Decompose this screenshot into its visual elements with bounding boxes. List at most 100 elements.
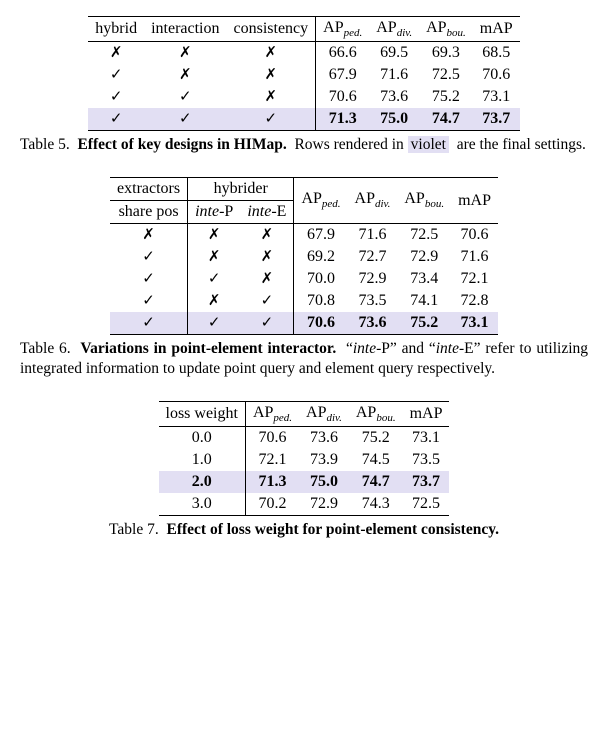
table-row: ✓✓✓71.375.074.773.7 — [88, 108, 519, 131]
table-cell: 75.2 — [349, 426, 403, 449]
col-consistency: consistency — [227, 17, 316, 42]
table-row: ✓✓✗70.673.675.273.1 — [88, 86, 519, 108]
col-ap-ped: APped. — [316, 17, 370, 42]
table-cell: 73.1 — [451, 312, 498, 335]
caption-text-1: Rows rendered in — [291, 136, 404, 153]
table-cell: 75.2 — [419, 86, 473, 108]
col-ap-div: APdiv. — [348, 178, 398, 224]
cross-icon: ✗ — [265, 88, 278, 105]
table-cell: 69.5 — [369, 42, 419, 65]
table-cell: 74.7 — [349, 471, 403, 493]
table-cell: 70.6 — [294, 312, 348, 335]
table-cell: ✓ — [227, 108, 316, 131]
table-cell: ✗ — [88, 42, 144, 65]
cross-icon: ✗ — [265, 44, 278, 61]
table-cell: 70.6 — [451, 224, 498, 247]
check-icon: ✓ — [179, 110, 192, 127]
caption-violet-box: violet — [408, 136, 449, 153]
table-7: loss weight APped. APdiv. APbou. mAP 0.0… — [159, 401, 450, 516]
table-cell: ✓ — [88, 64, 144, 86]
table-row: ✓✗✗69.272.772.971.6 — [110, 246, 498, 268]
cross-icon: ✗ — [208, 226, 221, 243]
table-cell: 72.1 — [451, 268, 498, 290]
col-ap-bou: APbou. — [419, 17, 473, 42]
table-cell: ✗ — [188, 224, 241, 247]
cross-icon: ✗ — [261, 270, 274, 287]
col-ap-bou: APbou. — [349, 401, 403, 426]
table-cell: 71.6 — [451, 246, 498, 268]
table-cell: ✗ — [240, 246, 294, 268]
table-cell: ✓ — [188, 312, 241, 335]
table-5-header-row: hybrid interaction consistency APped. AP… — [88, 17, 519, 42]
table-cell: ✓ — [110, 290, 188, 312]
col-map: mAP — [403, 401, 450, 426]
cross-icon: ✗ — [179, 66, 192, 83]
table-cell: 70.6 — [473, 64, 520, 86]
table-cell: ✗ — [144, 42, 226, 65]
caption-title: Variations in point-element interactor. — [76, 340, 337, 357]
table-cell: 69.3 — [419, 42, 473, 65]
table-row: 2.071.375.074.773.7 — [159, 471, 450, 493]
table-cell: 72.9 — [299, 493, 349, 516]
table-row: 3.070.272.974.372.5 — [159, 493, 450, 516]
table-cell: 72.5 — [397, 224, 451, 247]
cross-icon: ✗ — [179, 44, 192, 61]
check-icon: ✓ — [142, 248, 155, 265]
check-icon: ✓ — [261, 292, 274, 309]
table-cell: 75.2 — [397, 312, 451, 335]
table-cell: 72.9 — [348, 268, 398, 290]
col-ap-div: APdiv. — [299, 401, 349, 426]
check-icon: ✓ — [110, 66, 123, 83]
table-cell: 73.7 — [403, 471, 450, 493]
table-cell: ✗ — [227, 86, 316, 108]
col-extractors: extractors — [110, 178, 188, 201]
cross-icon: ✗ — [142, 226, 155, 243]
col-hybrid: hybrid — [88, 17, 144, 42]
col-inte-e: inte-E — [240, 201, 294, 224]
table-cell: 66.6 — [316, 42, 370, 65]
col-ap-ped: APped. — [245, 401, 299, 426]
table-cell: 74.7 — [419, 108, 473, 131]
col-ap-div: APdiv. — [369, 17, 419, 42]
check-icon: ✓ — [208, 314, 221, 331]
table-cell: 75.0 — [369, 108, 419, 131]
table-cell: 70.8 — [294, 290, 348, 312]
check-icon: ✓ — [179, 88, 192, 105]
check-icon: ✓ — [110, 88, 123, 105]
table-6-header-row-1: extractors hybrider APped. APdiv. APbou.… — [110, 178, 498, 201]
table-cell: 0.0 — [159, 426, 246, 449]
col-share-pos: share pos — [110, 201, 188, 224]
table-cell: 71.6 — [369, 64, 419, 86]
cross-icon: ✗ — [261, 226, 274, 243]
table-cell: ✗ — [110, 224, 188, 247]
table-cell: 1.0 — [159, 449, 246, 471]
table-row: ✓✗✗67.971.672.570.6 — [88, 64, 519, 86]
table-row: ✓✓✗70.072.973.472.1 — [110, 268, 498, 290]
check-icon: ✓ — [261, 314, 274, 331]
check-icon: ✓ — [142, 314, 155, 331]
table-cell: ✗ — [227, 42, 316, 65]
check-icon: ✓ — [110, 110, 123, 127]
cross-icon: ✗ — [208, 248, 221, 265]
table-cell: 67.9 — [294, 224, 348, 247]
table-cell: ✗ — [144, 64, 226, 86]
col-map: mAP — [451, 178, 498, 224]
table-row: 0.070.673.675.273.1 — [159, 426, 450, 449]
table-cell: 73.6 — [369, 86, 419, 108]
table-row: 1.072.173.974.573.5 — [159, 449, 450, 471]
table-row: ✗✗✗66.669.569.368.5 — [88, 42, 519, 65]
check-icon: ✓ — [265, 110, 278, 127]
table-cell: 67.9 — [316, 64, 370, 86]
table-cell: 2.0 — [159, 471, 246, 493]
check-icon: ✓ — [142, 292, 155, 309]
caption-label: Table 7. — [109, 521, 159, 538]
caption-text-2: are the final settings. — [453, 136, 586, 153]
cross-icon: ✗ — [110, 44, 123, 61]
table-cell: 74.5 — [349, 449, 403, 471]
table-row: ✗✗✗67.971.672.570.6 — [110, 224, 498, 247]
table-5: hybrid interaction consistency APped. AP… — [88, 16, 519, 131]
table-cell: ✗ — [227, 64, 316, 86]
table-cell: 70.2 — [245, 493, 299, 516]
table-cell: 72.1 — [245, 449, 299, 471]
table-cell: 70.0 — [294, 268, 348, 290]
